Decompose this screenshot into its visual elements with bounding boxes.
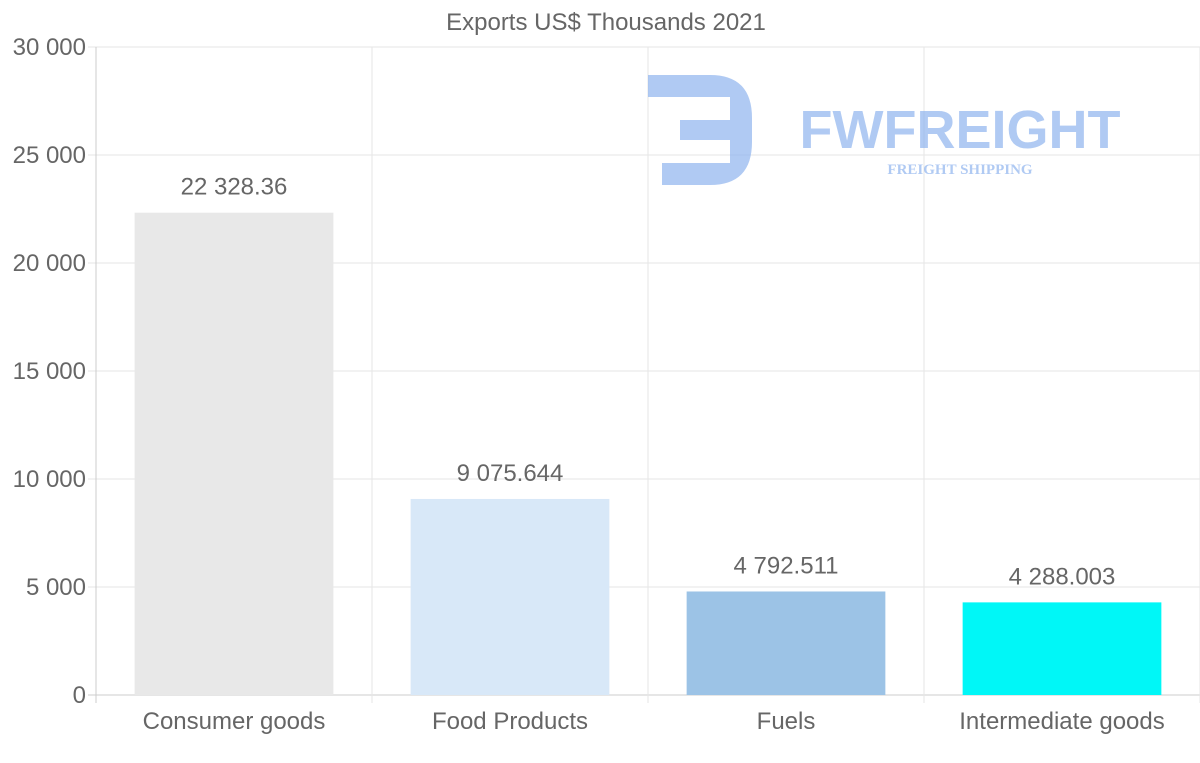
bar [686, 591, 886, 695]
watermark-tagline: FREIGHT SHIPPING [887, 162, 1032, 178]
logo-mark-icon [648, 75, 752, 185]
bars [134, 212, 1162, 695]
x-axis: Consumer goods Food Products Fuels Intermed… [143, 708, 1165, 735]
x-category-label: Fuels [757, 708, 816, 735]
bar-value-label: 22 328.36 [181, 174, 288, 201]
chart-title: Exports US$ Thousands 2021 [446, 9, 766, 36]
watermark-brand: FWFREIGHT [800, 100, 1121, 160]
bar [410, 498, 610, 695]
y-tick-label: 30 000 [13, 34, 86, 61]
y-axis: 0 5 000 10 000 15 000 20 000 25 000 30 000 [13, 34, 86, 709]
x-category-label: Food Products [432, 708, 588, 735]
y-tick-label: 20 000 [13, 250, 86, 277]
watermark-logo: FWFREIGHT FREIGHT SHIPPING [648, 75, 1120, 185]
y-tick-label: 0 [73, 682, 86, 709]
bar [962, 602, 1162, 695]
bar-value-label: 4 288.003 [1009, 563, 1116, 590]
y-tick-label: 10 000 [13, 466, 86, 493]
bar-value-label: 4 792.511 [734, 552, 839, 579]
x-category-label: Consumer goods [143, 708, 326, 735]
bar [134, 212, 334, 695]
y-tick-label: 15 000 [13, 358, 86, 385]
x-category-label: Intermediate goods [959, 708, 1164, 735]
bar-value-label: 9 075.644 [457, 460, 564, 487]
data-labels: 22 328.36 9 075.644 4 792.511 4 288.003 [181, 174, 1116, 591]
y-tick-label: 25 000 [13, 142, 86, 169]
y-tick-label: 5 000 [26, 574, 86, 601]
